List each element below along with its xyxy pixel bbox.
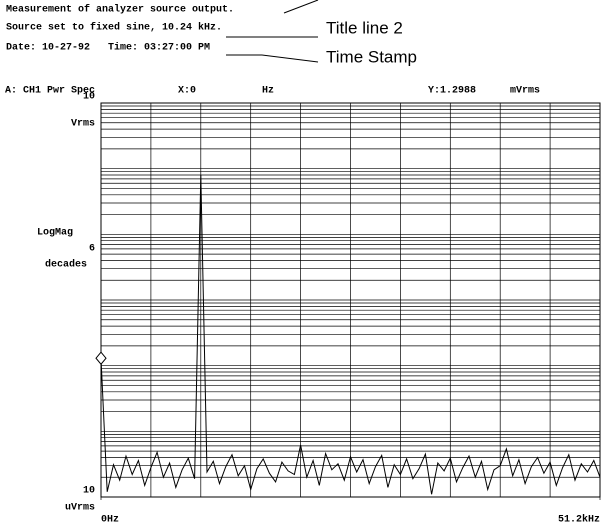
header-x: X:0 [178, 86, 196, 97]
annotation: Title line 2 [326, 18, 403, 37]
y-tick-label: 10 [83, 486, 95, 497]
title-line: Source set to fixed sine, 10.24 kHz. [6, 22, 222, 34]
y-unit: uVrms [65, 503, 95, 514]
annotation: Time Stamp [326, 47, 417, 66]
header-y-unit: mVrms [510, 86, 540, 97]
y-decades-label: decades [45, 259, 87, 271]
marker [95, 351, 107, 365]
x-tick-label: 0Hz [101, 515, 119, 526]
leader-line [261, 54, 319, 63]
trace [100, 174, 601, 495]
x-tick-label: 51.2kHz [558, 514, 600, 526]
header-x-unit: Hz [262, 86, 274, 97]
y-decades: 6 [89, 244, 95, 255]
y-label: LogMag [37, 228, 73, 239]
title-line: Date: 10-27-92 Time: 03:27:00 PM [6, 42, 210, 54]
y-tick-label: 10 [83, 92, 95, 103]
leader-line [283, 0, 319, 14]
header-channel: A: CH1 Pwr Spec [5, 86, 95, 97]
title-line: Measurement of analyzer source output. [6, 4, 234, 16]
y-unit: Vrms [71, 119, 95, 130]
header-y: Y:1.2988 [428, 86, 476, 97]
